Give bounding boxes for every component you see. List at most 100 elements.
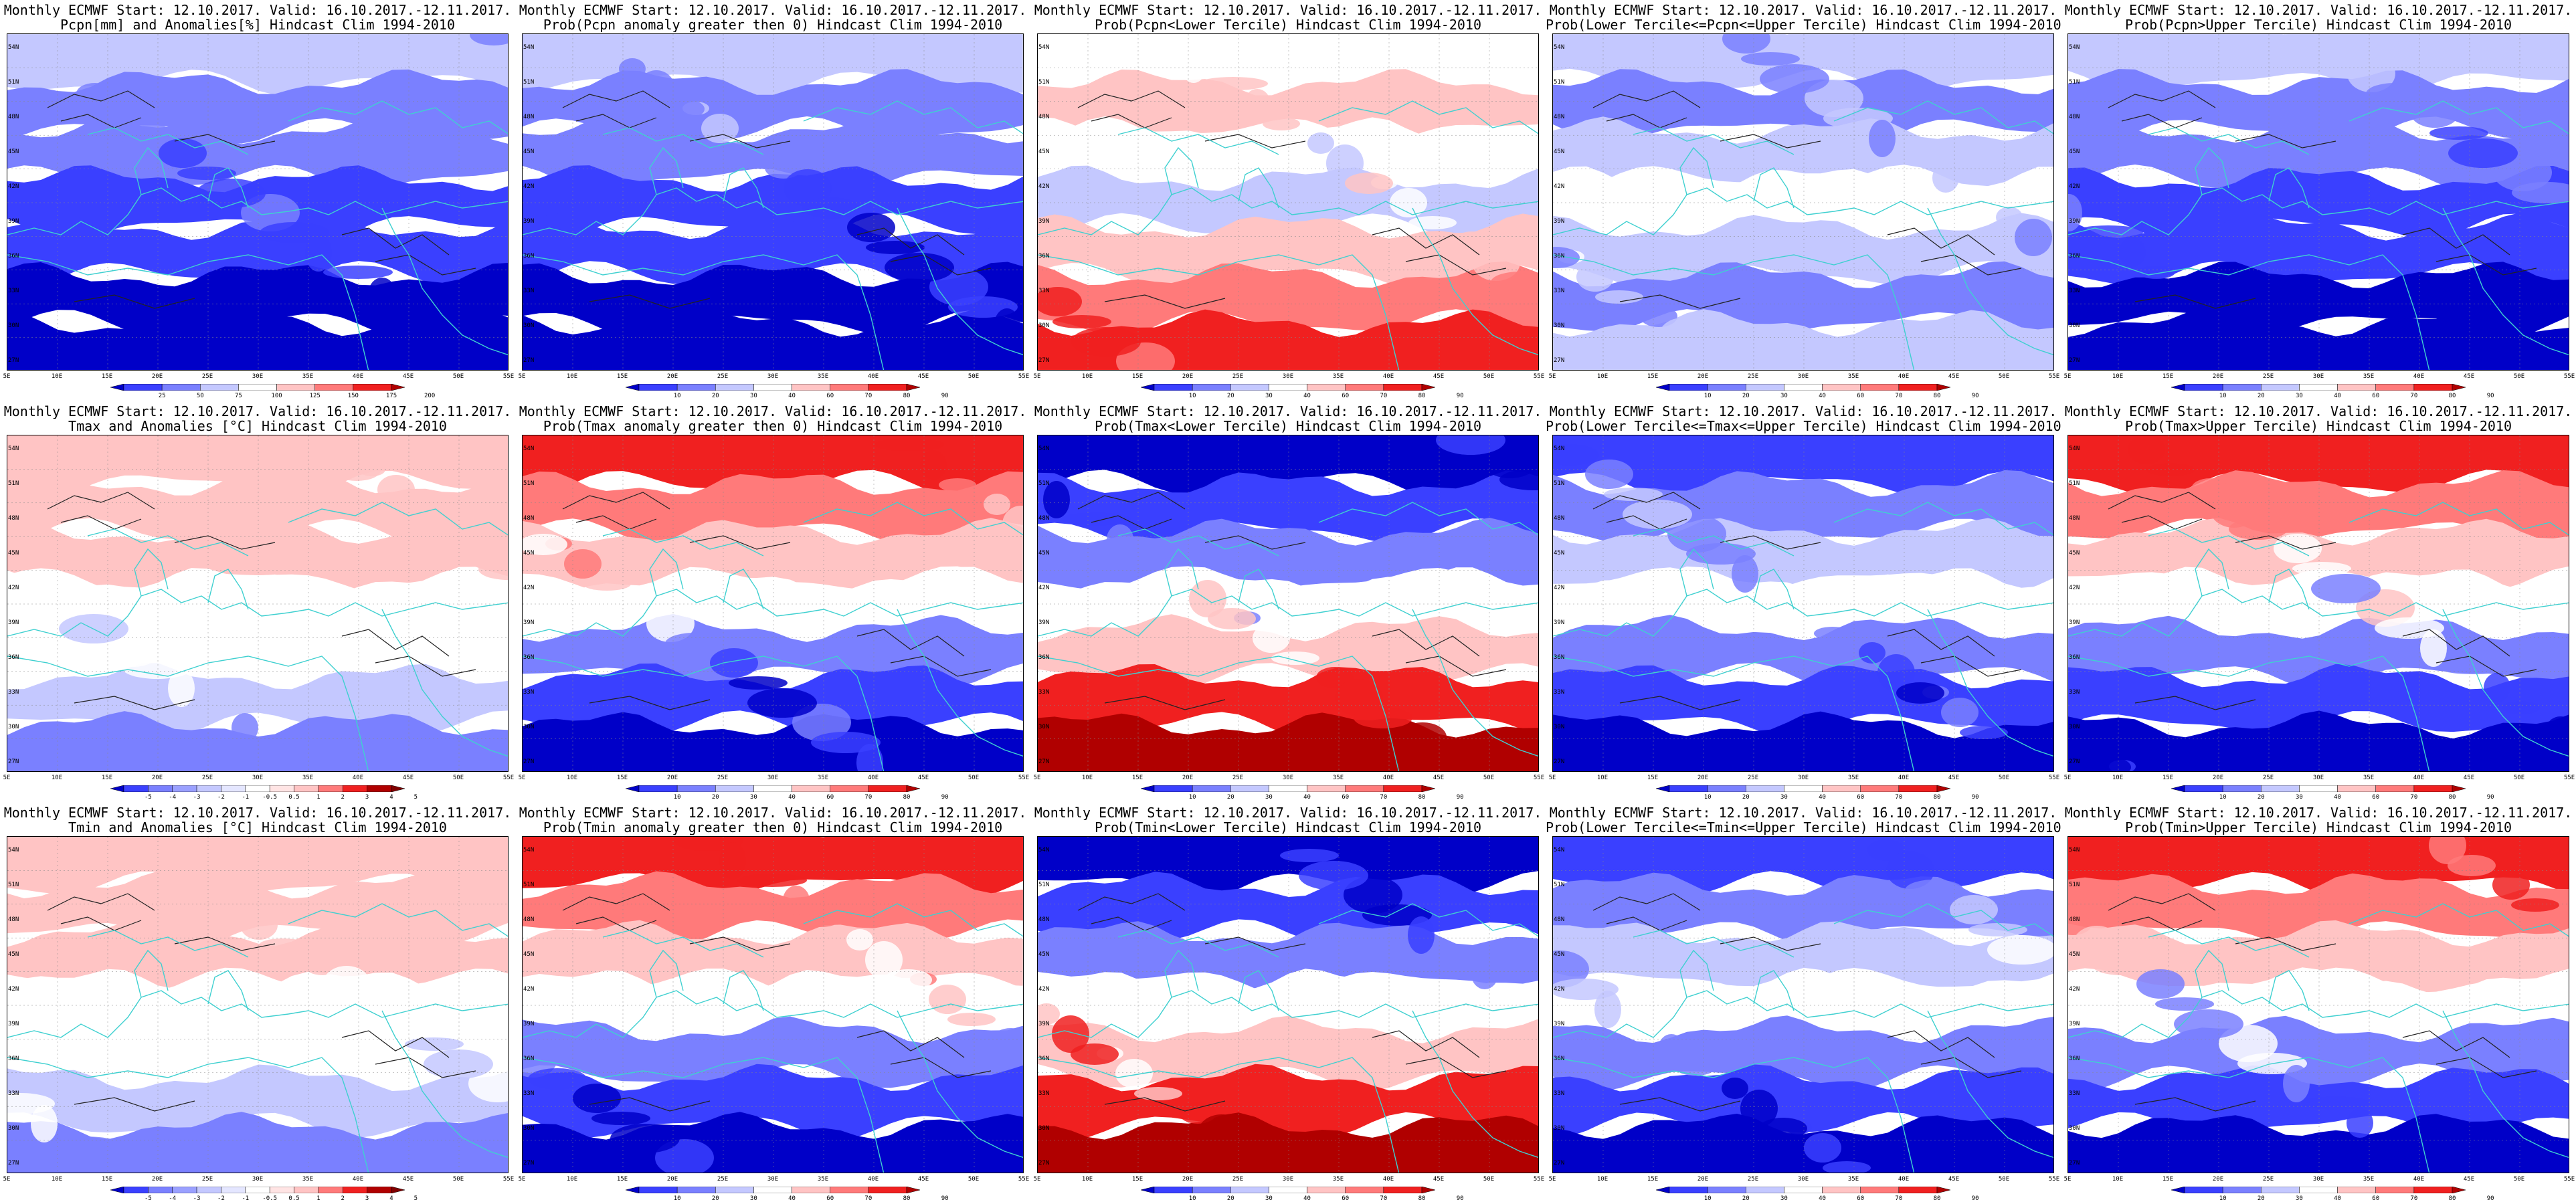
- lon-label: 30E: [767, 373, 779, 380]
- colorbar-swatch: [792, 785, 830, 792]
- field-band: [2068, 664, 2569, 735]
- lon-label: 10E: [51, 775, 63, 781]
- panel-title-variable: Prob(Tmin<Lower Tercile) Hindcast Clim 1…: [1095, 820, 1481, 835]
- field-band: [2068, 873, 2569, 946]
- coastline: [1927, 1010, 2053, 1159]
- lat-label: 36N: [2069, 1056, 2080, 1062]
- lat-label: 27N: [8, 759, 19, 765]
- field-band: [1553, 1015, 2053, 1092]
- lat-label: 51N: [523, 882, 535, 888]
- colorbar-swatch: [1345, 1187, 1384, 1193]
- colorbar-label: 80: [1418, 794, 1426, 801]
- panel-title-variable: Tmin and Anomalies [°C] Hindcast Clim 19…: [68, 820, 447, 835]
- field-blotch: [610, 1124, 680, 1153]
- field-blotch: [1071, 327, 1141, 357]
- field-band: [2068, 567, 2569, 638]
- field-blotch: [1280, 849, 1339, 862]
- field-blotch: [259, 938, 307, 952]
- field-blotch: [1795, 599, 1822, 628]
- colorbar-swatch: [1154, 384, 1193, 391]
- lon-label: 35E: [1847, 1176, 1859, 1183]
- contour-line: [1619, 294, 1741, 309]
- colorbar-swatch: [1230, 384, 1269, 391]
- lon-label: 40E: [867, 373, 879, 380]
- field-blotch: [305, 234, 332, 272]
- field-blotch: [1987, 935, 2053, 965]
- colorbar-swatch: [1898, 785, 1938, 792]
- field-blotch: [1553, 950, 1589, 988]
- lon-label: 20E: [2212, 1176, 2224, 1183]
- contour-line: [2108, 492, 2216, 510]
- lat-label: 36N: [8, 1056, 19, 1062]
- colorbar-swatch: [1860, 384, 1900, 391]
- colorbar-swatch: [1707, 1187, 1746, 1193]
- lat-label: 27N: [2069, 759, 2080, 765]
- field-blotch: [2146, 463, 2195, 476]
- coastline: [1117, 930, 1279, 958]
- contour-line: [174, 936, 276, 951]
- colorbar-swatch: [276, 384, 315, 391]
- lon-label: 5E: [3, 775, 11, 781]
- contour-line: [1405, 656, 1507, 677]
- lat-label: 39N: [523, 218, 535, 225]
- field-blotch: [2448, 855, 2496, 876]
- coastline: [803, 502, 1023, 536]
- contour-line: [1372, 629, 1480, 657]
- lon-label: 5E: [518, 373, 526, 380]
- lon-label: 50E: [968, 1176, 980, 1183]
- colorbar-label: 90: [1971, 393, 1979, 399]
- lon-label: 40E: [867, 1176, 879, 1183]
- contour-line: [2435, 656, 2537, 677]
- lat-label: 30N: [2069, 1125, 2080, 1132]
- lon-label: 30E: [1797, 373, 1809, 380]
- map-panel: Monthly ECMWF Start: 12.10.2017. Valid: …: [0, 0, 515, 401]
- colorbar-swatch: [2261, 1187, 2300, 1193]
- contour-line: [341, 227, 450, 256]
- colorbar-swatch: [196, 1187, 221, 1193]
- lon-label: 25E: [1747, 1176, 1759, 1183]
- colorbar-swatch: [1230, 1187, 1269, 1193]
- field-blotch: [405, 1037, 464, 1051]
- lon-label: 45E: [1433, 775, 1445, 781]
- lat-label: 45N: [523, 951, 535, 958]
- colorbar-swatch: [1860, 785, 1900, 792]
- colorbar-label: 70: [1895, 794, 1903, 801]
- colorbar-swatch: [1707, 384, 1746, 391]
- lon-label: 40E: [1898, 775, 1910, 781]
- colorbar-label: 25: [158, 393, 166, 399]
- contour-line: [1720, 134, 1821, 148]
- colorbar-label: 40: [788, 1195, 796, 1202]
- colorbar-swatch: [676, 1187, 716, 1193]
- lat-label: 33N: [8, 288, 19, 294]
- field-band: [7, 309, 508, 370]
- field-blotch: [2410, 1152, 2437, 1173]
- colorbar-swatch: [792, 1187, 830, 1193]
- lat-label: 42N: [523, 183, 535, 190]
- lon-label: 35E: [302, 1176, 314, 1183]
- contour-line: [1372, 1030, 1480, 1058]
- colorbar-end: [1936, 1187, 1950, 1193]
- field-blotch: [1553, 444, 1599, 466]
- field-band: [523, 471, 1023, 546]
- lat-label: 48N: [8, 916, 19, 923]
- lon-label: 50E: [1998, 373, 2010, 380]
- colorbar-swatch: [638, 785, 678, 792]
- colorbar-swatch: [148, 1187, 173, 1193]
- coastline: [2068, 1057, 2430, 1173]
- coastline: [7, 1057, 369, 1173]
- colorbar-label: 10: [673, 1195, 681, 1202]
- lat-label: 36N: [1038, 253, 1050, 260]
- lon-label: 25E: [1232, 373, 1244, 380]
- colorbar-label: 30: [2296, 794, 2303, 801]
- coastline: [2068, 187, 2569, 235]
- colorbar-swatch: [1383, 1187, 1422, 1193]
- lat-label: 54N: [1038, 445, 1050, 452]
- coastline: [207, 167, 249, 209]
- contour-line: [1720, 936, 1821, 951]
- lon-label: 55E: [2048, 1176, 2060, 1183]
- colorbar-swatch: [2184, 1187, 2223, 1193]
- lat-label: 30N: [1554, 1125, 1565, 1132]
- contour-line: [2134, 1097, 2256, 1112]
- map-panel: Monthly ECMWF Start: 12.10.2017. Valid: …: [2061, 803, 2576, 1204]
- lon-label: 40E: [2413, 373, 2425, 380]
